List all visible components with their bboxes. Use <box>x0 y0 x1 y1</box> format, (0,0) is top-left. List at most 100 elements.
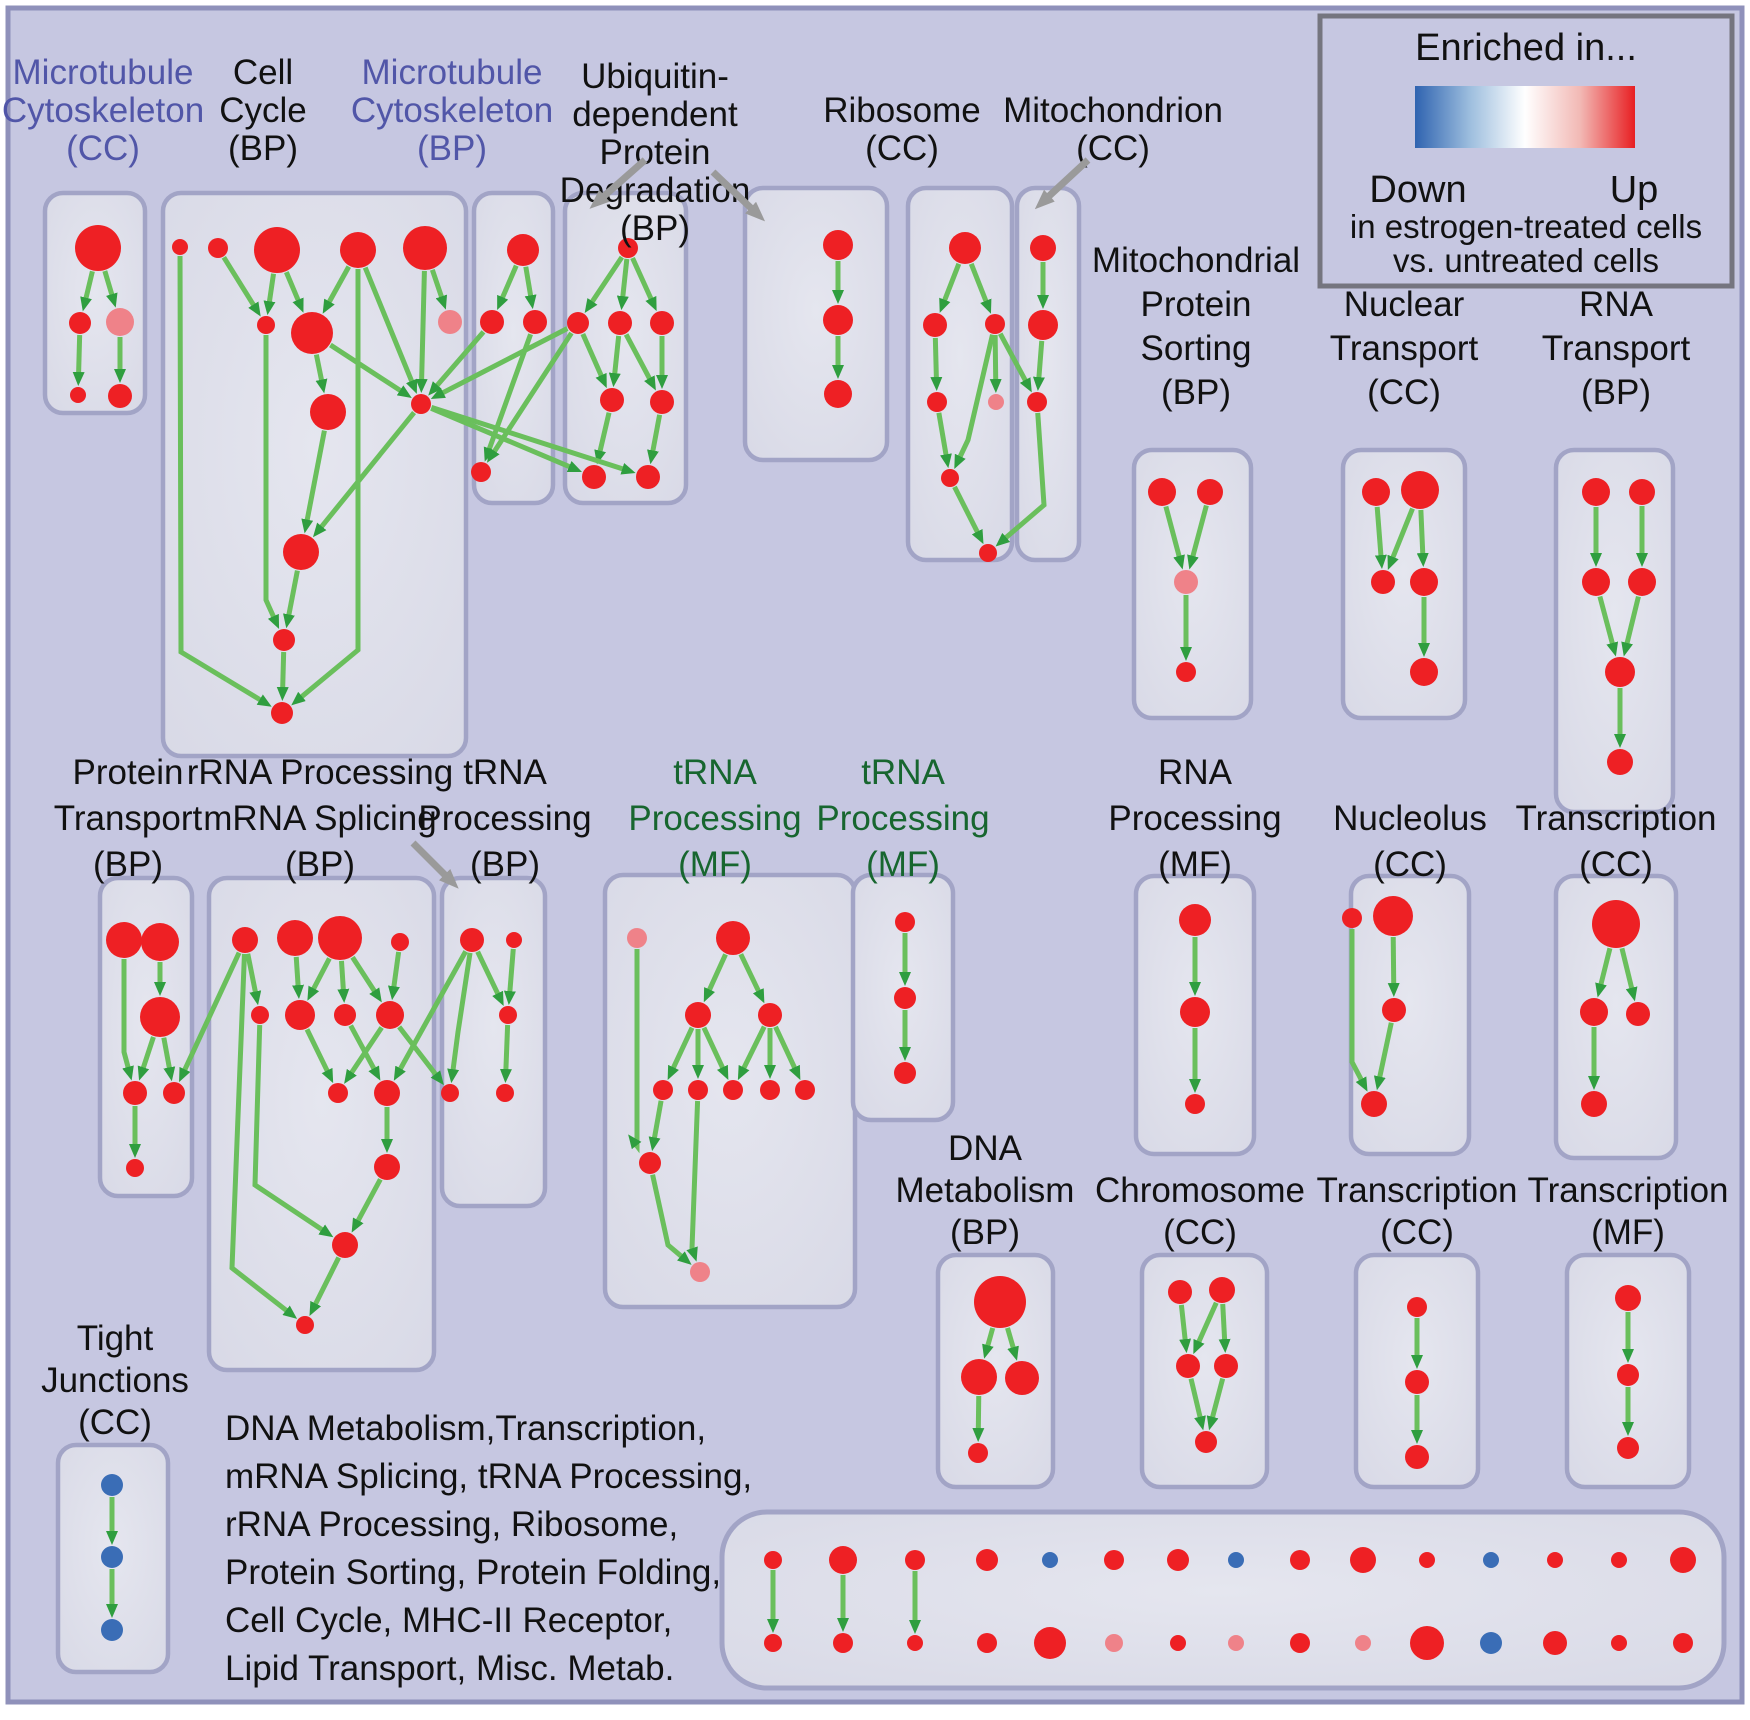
go-term-node-rrna.s1 <box>251 1006 269 1024</box>
go-term-node-tm1.c3 <box>723 1080 743 1100</box>
go-term-node-ntr.n4 <box>1410 568 1438 596</box>
go-term-node-rrna.r1 <box>232 927 258 953</box>
legend-subtitle-line1: in estrogen-treated cells <box>1350 208 1702 245</box>
group-box-ubc <box>745 188 887 460</box>
bottom-strip-top-node-col12 <box>1483 1552 1499 1568</box>
group-label-ubl-line1: Ubiquitin- <box>581 57 729 96</box>
bottom-strip-bottom-node-col6 <box>1105 1634 1123 1652</box>
group-label-nuc-line1: Nucleolus <box>1333 799 1487 838</box>
bottom-strip-bottom-node-col12 <box>1480 1632 1502 1654</box>
go-term-node-tm1.big <box>716 921 750 955</box>
go-term-node-msort.s4 <box>1176 662 1196 682</box>
edge-tbp.t2-to-tbp.mid <box>510 949 514 993</box>
edge-mcc.n2-to-mcc.n4 <box>79 335 80 374</box>
go-term-node-cc.t3 <box>254 227 300 273</box>
go-term-node-dna.d3 <box>1005 1361 1039 1395</box>
go-term-node-tc2.e1 <box>1407 1297 1427 1317</box>
edge-cc.q2-to-cc.q3 <box>283 652 284 689</box>
go-term-node-tc1.h3 <box>1626 1002 1650 1026</box>
go-term-node-ubc.c1 <box>823 230 853 260</box>
go-term-node-rpm.y2 <box>1180 997 1210 1027</box>
go-term-node-rtr.d <box>1628 568 1656 596</box>
go-term-node-tc2.e3 <box>1405 1445 1429 1469</box>
group-label-dna-line2: Metabolism <box>896 1171 1075 1210</box>
go-term-node-dna.d4 <box>968 1443 988 1463</box>
group-label-dna-line1: DNA <box>948 1129 1023 1168</box>
group-label-mcc-line2: Cytoskeleton <box>2 91 204 130</box>
group-label-ubl-line2: dependent <box>572 95 738 134</box>
go-term-node-ub1.m2 <box>608 311 632 335</box>
bottom-strip-bottom-node-col2 <box>833 1633 853 1653</box>
group-label-nuc-line2: (CC) <box>1373 845 1447 884</box>
go-term-node-ntr.n3 <box>1371 570 1395 594</box>
go-term-node-tm2.x1 <box>895 912 915 932</box>
edge-rrna.r2-to-rrna.s2 <box>296 957 298 987</box>
go-term-node-mcc.n1 <box>75 225 121 271</box>
group-label-tbp-line2: Processing <box>418 799 591 838</box>
misc-categories-text-line3: rRNA Processing, Ribosome, <box>225 1505 678 1544</box>
group-label-rrna-line2: mRNA Splicing <box>203 799 436 838</box>
group-label-ntr-line3: (CC) <box>1367 373 1441 412</box>
bottom-strip-box <box>722 1512 1724 1688</box>
go-term-node-tj.j2 <box>101 1546 123 1568</box>
group-label-rrna-line1: rRNA Processing <box>187 753 453 792</box>
go-term-node-rrna.r4 <box>391 933 409 951</box>
go-term-node-ubc.c3 <box>824 380 852 408</box>
group-label-pt-line2: Transport <box>54 799 203 838</box>
group-label-rpm-line3: (MF) <box>1158 845 1232 884</box>
go-term-node-rrna.r3 <box>318 916 362 960</box>
group-label-cc-line1: Cell <box>233 53 293 92</box>
go-term-node-cc.m2 <box>291 312 333 354</box>
bottom-strip-top-node-col3 <box>905 1550 925 1570</box>
go-term-node-msort.s3 <box>1174 570 1198 594</box>
go-term-node-rrna.s2 <box>285 1000 315 1030</box>
go-term-node-mcb.a <box>507 234 539 266</box>
go-term-node-tm1.pk <box>627 928 647 948</box>
group-label-rib-line1: Ribosome <box>823 91 981 130</box>
legend-up-label: Up <box>1610 169 1659 211</box>
go-term-node-mcb.d <box>471 462 491 482</box>
go-term-node-rrna.s3 <box>334 1004 356 1026</box>
legend-gradient-bar <box>1415 86 1635 148</box>
misc-categories-text-line5: Cell Cycle, MHC-II Receptor, <box>225 1601 672 1640</box>
go-term-node-chr.c1 <box>1168 1280 1192 1304</box>
bottom-strip-bottom-node-col14 <box>1611 1635 1627 1651</box>
group-label-mit-line1: Mitochondrion <box>1003 91 1223 130</box>
go-term-node-tm2.x3 <box>894 1062 916 1084</box>
group-label-chr-line1: Chromosome <box>1095 1171 1305 1210</box>
group-label-tc2-line1: Transcription <box>1317 1171 1518 1210</box>
go-term-node-mit.m1 <box>1030 235 1056 261</box>
go-term-node-tbp.mid <box>499 1006 517 1024</box>
go-term-node-mcb.b <box>480 310 504 334</box>
group-label-rpm-line1: RNA <box>1158 753 1233 792</box>
bottom-strip-top-node-col6 <box>1104 1550 1124 1570</box>
go-term-node-rrna.u2 <box>374 1080 400 1106</box>
go-term-node-mit.m3 <box>1027 392 1047 412</box>
group-label-tc1-line2: (CC) <box>1579 845 1653 884</box>
go-term-node-tmf.f3 <box>1617 1437 1639 1459</box>
group-label-ntr-line1: Nuclear <box>1344 285 1465 324</box>
go-term-node-mcc.n2 <box>69 312 91 334</box>
bottom-strip-bottom-node-col15 <box>1673 1633 1693 1653</box>
go-term-node-nuc.g3 <box>1382 998 1406 1022</box>
go-term-node-ub1.m1 <box>567 312 589 334</box>
go-term-node-cc.q2 <box>273 629 295 651</box>
go-term-node-cc.t2 <box>208 238 228 258</box>
go-term-node-nuc.g2 <box>1373 896 1413 936</box>
group-label-tm1-line1: tRNA <box>673 753 757 792</box>
go-term-node-pt.p1 <box>106 922 142 958</box>
go-term-node-rtr.f <box>1607 749 1633 775</box>
bottom-strip-bottom-node-col10 <box>1355 1635 1371 1651</box>
go-term-node-rrna.w1 <box>332 1232 358 1258</box>
go-term-node-tm1.a <box>685 1002 711 1028</box>
go-term-node-pt.p5 <box>163 1082 185 1104</box>
go-term-node-tm1.c5 <box>795 1080 815 1100</box>
bottom-strip-top-node-col1 <box>764 1551 782 1569</box>
edge-rib.r2-to-rib.r4 <box>935 338 936 379</box>
bottom-strip-bottom-node-col13 <box>1543 1631 1567 1655</box>
bottom-strip-top-node-col8 <box>1228 1552 1244 1568</box>
go-term-node-rrna.r2 <box>277 920 313 956</box>
go-term-node-rib.r3 <box>985 314 1005 334</box>
